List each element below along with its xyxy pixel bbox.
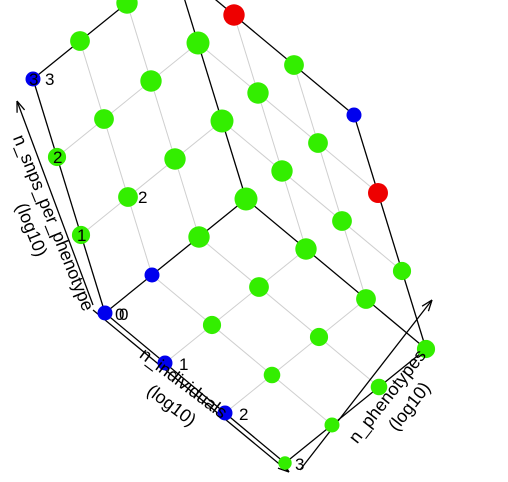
axis-edge: [284, 348, 427, 464]
data-point-green: [284, 55, 304, 75]
x-axis-arrow: [92, 309, 290, 473]
axis-edge: [32, 0, 132, 80]
axis-frame: [16, 0, 433, 473]
data-point-green: [188, 226, 210, 248]
y-axis-arrow-head: [427, 299, 433, 312]
data-point-green: [247, 82, 269, 104]
grid-line-back-wall: [126, 2, 200, 238]
data-point-green: [295, 238, 317, 260]
data-point-green: [324, 417, 340, 433]
x-axis-arrow-head: [277, 467, 290, 473]
axis-edge: [184, 0, 247, 200]
data-point-green: [116, 0, 138, 14]
grid-line-floor: [224, 298, 367, 414]
data-point-green: [70, 31, 90, 51]
grid-line-back-wall: [80, 120, 223, 236]
z-tick-label: 3: [29, 70, 38, 89]
data-point-green: [263, 366, 281, 384]
grid-line-side-wall: [221, 120, 403, 272]
grid-line-back-wall: [79, 40, 153, 276]
data-points: [25, 0, 436, 470]
data-point-blue: [97, 305, 113, 321]
grid-line-back-wall: [56, 42, 199, 158]
data-point-green: [118, 187, 138, 207]
data-point-green: [416, 339, 436, 359]
x-tick-label: 0: [119, 305, 128, 324]
axis-edge: [214, 0, 355, 116]
grid-line-side-wall: [293, 64, 367, 300]
data-point-blue: [157, 355, 173, 371]
data-point-blue: [217, 405, 233, 421]
grid-line-floor: [164, 248, 307, 364]
z-tick-label: 2: [53, 148, 62, 167]
data-point-green: [370, 378, 388, 396]
data-point-green: [140, 70, 162, 92]
data-point-green: [94, 109, 114, 129]
grid-line-side-wall: [233, 14, 307, 250]
axis-edge: [32, 78, 106, 314]
z-axis-arrow-head: [16, 100, 26, 111]
data-point-green: [392, 261, 412, 281]
data-point-green: [356, 289, 376, 309]
y-tick-label: 3: [295, 455, 304, 474]
grid-line-floor: [198, 236, 380, 388]
inner-tick-label: 2: [138, 188, 147, 207]
data-point-green: [164, 148, 186, 170]
grid-line-side-wall: [197, 42, 379, 194]
axis-edge: [104, 198, 247, 314]
data-point-red: [223, 4, 245, 26]
axis-edge: [353, 114, 427, 350]
y-axis-arrow: [299, 299, 433, 471]
axis-edge: [245, 198, 427, 350]
data-point-blue: [144, 267, 160, 283]
grid-line-floor: [151, 274, 333, 426]
data-point-green: [210, 109, 234, 133]
data-point-green: [309, 327, 329, 347]
data-point-red: [368, 183, 388, 203]
z-tick-label: 3: [45, 70, 54, 89]
z-tick-label: 1: [77, 226, 86, 245]
x-tick-label: 1: [179, 355, 188, 374]
axis-edge: [104, 312, 286, 464]
data-point-green: [47, 147, 67, 167]
data-point-green: [71, 225, 91, 245]
grid-lines: [56, 2, 403, 426]
data-point-green: [202, 315, 222, 335]
z-tick-label: 0: [115, 305, 124, 324]
y-axis-arrow-head: [421, 299, 433, 307]
data-point-green: [308, 133, 328, 153]
data-point-blue: [346, 107, 362, 123]
data-point-green: [186, 31, 210, 55]
x-tick-label: 2: [239, 405, 248, 424]
data-point-blue: [25, 71, 41, 87]
data-point-green: [332, 211, 352, 231]
data-point-green: [249, 277, 269, 297]
z-axis-arrow: [16, 100, 94, 306]
data-point-green: [271, 160, 293, 182]
data-point-green: [278, 456, 292, 470]
data-point-green: [234, 187, 258, 211]
